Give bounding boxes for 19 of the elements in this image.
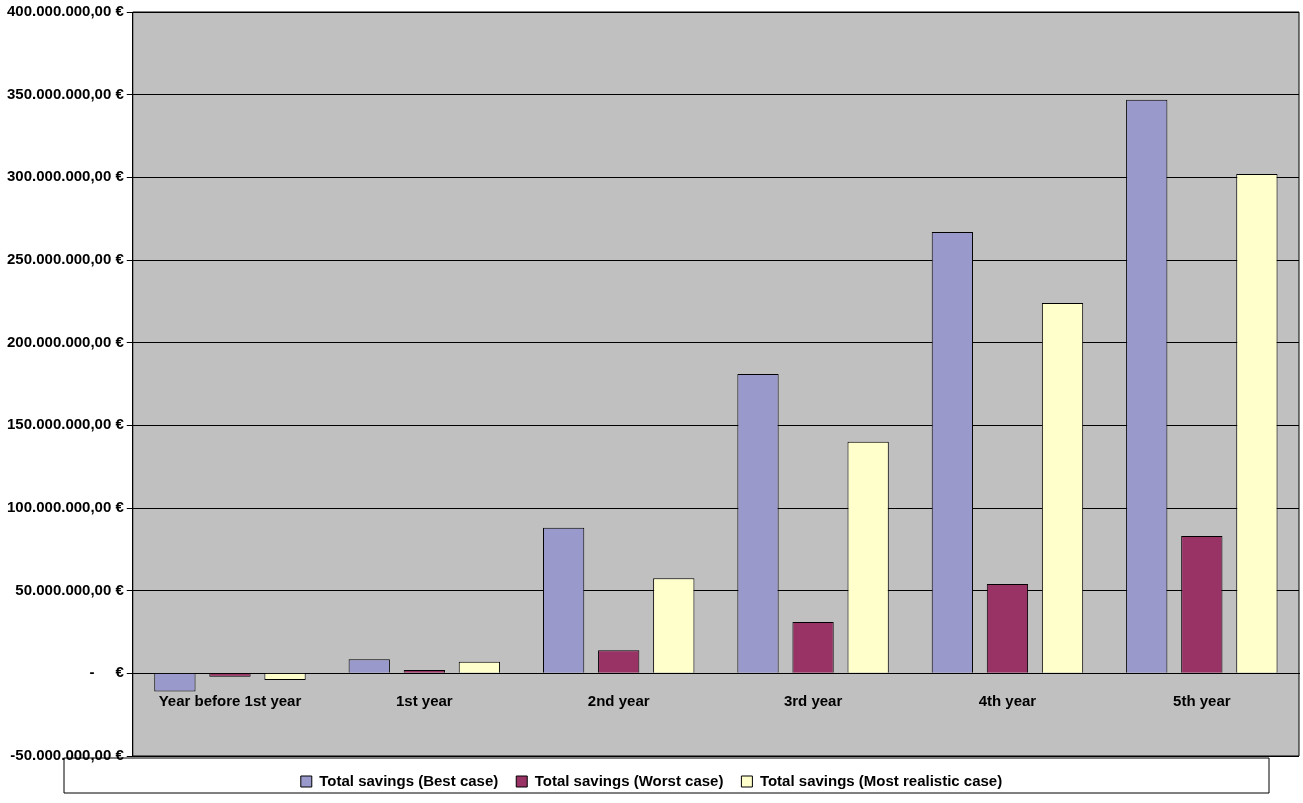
x-tick-label: Year before 1st year [158, 692, 302, 710]
legend-label: Total savings (Worst case) [534, 771, 724, 789]
x-tick-label: 5th year [1173, 692, 1231, 710]
x-tick-label: 4th year [978, 692, 1037, 710]
y-tick-label: 200.000.000,00 € [7, 332, 125, 350]
y-tick-label: -50.000.000,00 € [10, 746, 125, 764]
y-tick-label: - € [89, 663, 125, 681]
y-tick-label: 250.000.000,00 € [7, 250, 125, 268]
y-tick-label: 100.000.000,00 € [7, 498, 125, 516]
y-tick-label: 150.000.000,00 € [7, 415, 125, 433]
legend-label: Total savings (Best case) [319, 771, 499, 789]
legend-label: Total savings (Most realistic case) [759, 771, 1003, 789]
x-tick-label: 3rd year [783, 692, 843, 710]
y-tick-label: 300.000.000,00 € [7, 167, 125, 185]
y-tick-label: 400.000.000,00 € [7, 2, 125, 20]
y-tick-label: 350.000.000,00 € [7, 84, 125, 102]
x-tick-label: 1st year [395, 692, 453, 710]
x-tick-label: 2nd year [587, 692, 650, 710]
y-tick-label: 50.000.000,00 € [15, 580, 125, 598]
